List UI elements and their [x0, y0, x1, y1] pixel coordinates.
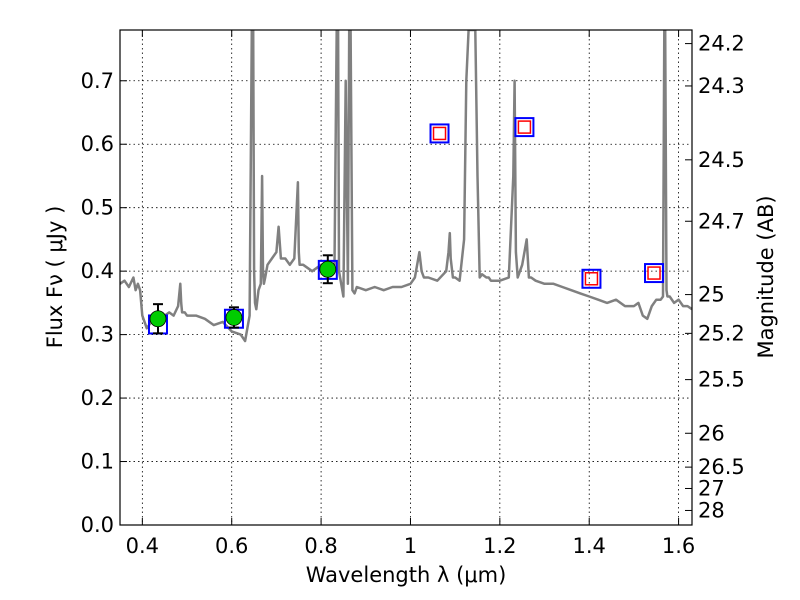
x-tick-label: 0.8 [304, 534, 337, 558]
spectrum-line [120, 30, 692, 343]
x-tick-label: 1.6 [662, 534, 695, 558]
magnitude-tick-label: 24.7 [698, 209, 745, 233]
x-axis-ticks: 0.4 0.6 0.8 1 1.2 1.4 1.6 [126, 30, 695, 558]
magnitude-tick-label: 26.5 [698, 455, 745, 479]
y-tick-label: 0.4 [81, 259, 114, 283]
magnitude-tick-label: 27 [698, 476, 725, 500]
plot-frame [119, 29, 693, 526]
magnitude-tick-label: 24.2 [698, 32, 745, 56]
magnitude-tick-label: 25.5 [698, 368, 745, 392]
magnitude-tick-label: 25.2 [698, 321, 745, 345]
photometry-markers [147, 117, 665, 335]
model-photometry-box [581, 268, 602, 289]
y-tick-label: 0.2 [81, 386, 114, 410]
magnitude-tick-label: 26 [698, 421, 725, 445]
magnitude-tick-label: 25 [698, 283, 725, 307]
x-tick-label: 1 [404, 534, 417, 558]
magnitude-tick-label: 24.3 [698, 74, 745, 98]
model-photometry-box [644, 263, 665, 284]
y-tick-label: 0.0 [81, 513, 114, 537]
model-photometry-inner-box [647, 266, 661, 280]
observed-flux-point [319, 260, 337, 278]
plot-area [120, 30, 692, 343]
y-tick-label: 0.1 [81, 450, 114, 474]
magnitude-tick-label: 24.5 [698, 148, 745, 172]
y-axis-ticks: 0.0 0.1 0.2 0.3 0.4 0.5 0.6 0.7 [81, 69, 127, 537]
model-photometry-box [429, 123, 450, 144]
model-photometry-inner-box [584, 272, 599, 286]
model-photometry-inner-box [517, 120, 532, 134]
observed-flux-point [225, 309, 243, 326]
magnitude-axis-title: Magnitude (AB) [754, 195, 778, 358]
model-photometry-box [514, 117, 535, 138]
y-tick-label: 0.7 [81, 69, 114, 93]
model-photometry-inner-box [432, 126, 447, 141]
x-tick-label: 1.2 [483, 534, 516, 558]
x-tick-label: 1.4 [573, 534, 606, 558]
x-axis-title: Wavelength λ (μm) [306, 563, 507, 587]
x-tick-label: 0.4 [126, 534, 159, 558]
y-tick-label: 0.3 [81, 323, 114, 347]
grid-lines [120, 30, 692, 526]
magnitude-tick-label: 28 [698, 498, 725, 522]
y-tick-label: 0.5 [81, 196, 114, 220]
y-axis-title: Flux Fν ( μJy ) [43, 206, 67, 349]
observed-flux-point [149, 310, 167, 328]
y-tick-label: 0.6 [81, 132, 114, 156]
x-tick-label: 0.6 [215, 534, 248, 558]
